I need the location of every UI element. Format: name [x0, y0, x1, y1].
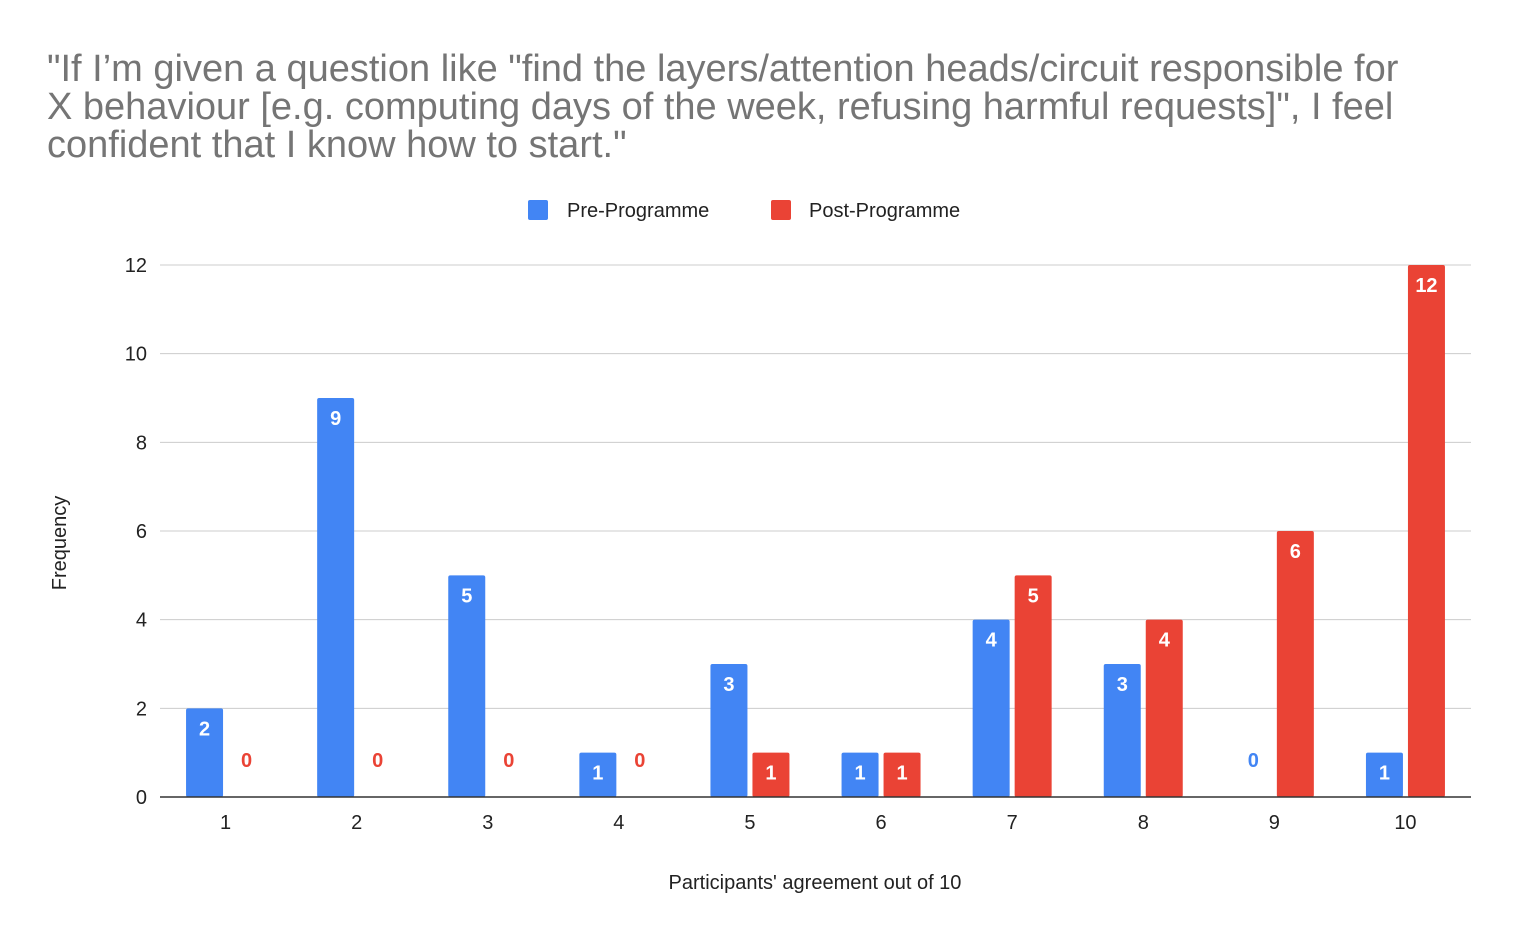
gridlines: [160, 264, 1471, 709]
data-label: 0: [241, 750, 252, 772]
data-labels: 2 0 9 0 5 0 1 0 3 1 1 1 4 5 3 4 0 6 1 12: [199, 275, 1438, 785]
y-axis-title: Frequency: [49, 496, 71, 591]
data-label: 4: [1159, 630, 1171, 652]
y-tick-label: 10: [125, 344, 147, 366]
y-tick-label: 6: [136, 521, 147, 543]
bar-pre: [972, 619, 1010, 797]
x-tick-label: 6: [875, 812, 886, 834]
bar-pre: [448, 575, 486, 797]
data-label: 1: [765, 763, 776, 785]
x-tick-label: 4: [613, 812, 624, 834]
data-label: 5: [1028, 585, 1039, 607]
data-label: 5: [461, 585, 472, 607]
y-tick-labels: 0 2 4 6 8 10 12: [125, 255, 147, 809]
bar-pre: [1365, 752, 1403, 797]
data-label: 9: [330, 408, 341, 430]
data-label: 6: [1290, 541, 1301, 563]
legend-swatch-post: [771, 200, 791, 220]
bar-pre: [841, 752, 879, 797]
chart-title-line-1: "If I’m given a question like "find the …: [47, 48, 1399, 90]
chart-title-line-2: X behaviour [e.g. computing days of the …: [47, 86, 1394, 128]
legend-label-post: Post-Programme: [809, 200, 960, 222]
bar-post: [1014, 575, 1052, 797]
x-axis-title: Participants' agreement out of 10: [669, 872, 962, 894]
data-label: 2: [199, 718, 210, 740]
bar-post: [1407, 265, 1445, 797]
data-label: 1: [896, 763, 907, 785]
x-tick-label: 1: [220, 812, 231, 834]
data-label: 3: [1117, 674, 1128, 696]
y-tick-label: 0: [136, 787, 147, 809]
x-tick-label: 9: [1269, 812, 1280, 834]
data-label: 0: [1248, 750, 1259, 772]
data-label: 0: [503, 750, 514, 772]
bar-post: [752, 752, 790, 797]
bar-post: [1276, 531, 1314, 797]
x-tick-labels: 1 2 3 4 5 6 7 8 9 10: [220, 812, 1417, 834]
x-tick-label: 5: [744, 812, 755, 834]
data-label: 1: [1379, 763, 1390, 785]
bar-pre: [317, 398, 355, 797]
y-tick-label: 4: [136, 610, 147, 632]
bar-pre: [1103, 664, 1141, 797]
x-tick-label: 7: [1007, 812, 1018, 834]
data-label: 1: [854, 763, 865, 785]
x-tick-label: 8: [1138, 812, 1149, 834]
bar-pre: [710, 664, 748, 797]
chart-title-line-3: confident that I know how to start.": [47, 124, 627, 166]
data-label: 0: [634, 750, 645, 772]
x-tick-label: 2: [351, 812, 362, 834]
data-label: 12: [1415, 275, 1437, 297]
bar-post: [883, 752, 921, 797]
y-tick-label: 8: [136, 432, 147, 454]
y-tick-label: 2: [136, 698, 147, 720]
legend: Pre-Programme Post-Programme: [528, 200, 960, 222]
data-label: 3: [723, 674, 734, 696]
bar-post: [1145, 619, 1183, 797]
data-label: 4: [986, 630, 998, 652]
y-tick-label: 12: [125, 255, 147, 277]
x-tick-label: 10: [1394, 812, 1416, 834]
bar-pre: [186, 708, 224, 797]
bar-pre: [579, 752, 617, 797]
legend-label-pre: Pre-Programme: [567, 200, 709, 222]
bars: [186, 265, 1445, 797]
legend-swatch-pre: [528, 200, 548, 220]
x-tick-label: 3: [482, 812, 493, 834]
data-label: 0: [372, 750, 383, 772]
data-label: 1: [592, 763, 603, 785]
